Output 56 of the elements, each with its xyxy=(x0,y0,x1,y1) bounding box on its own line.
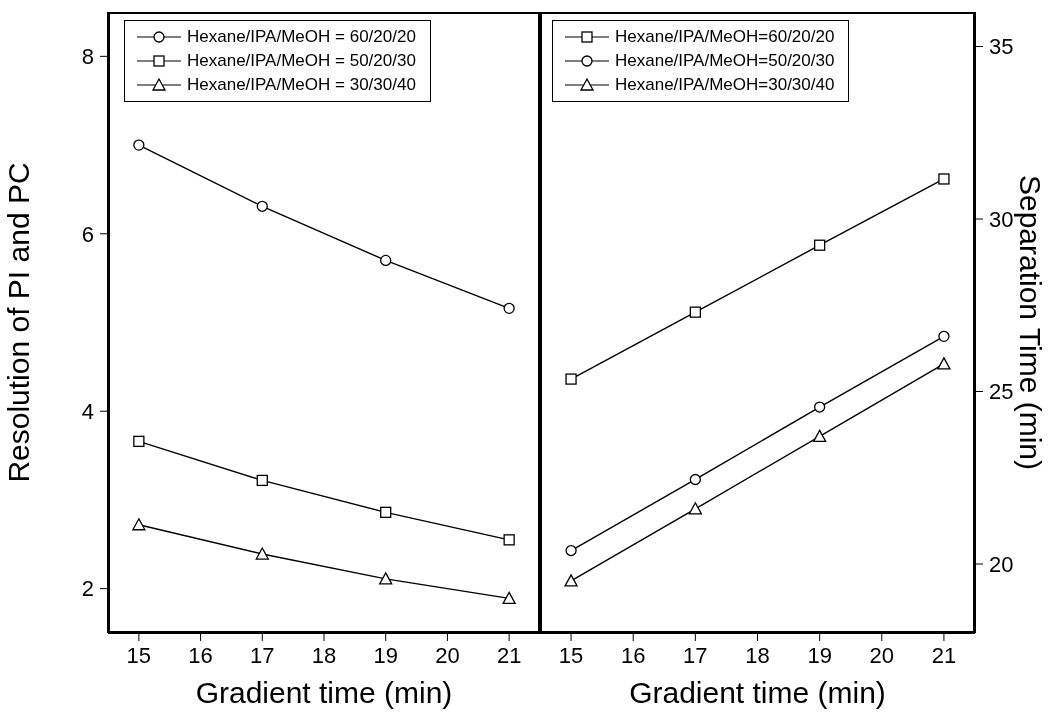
point xyxy=(688,502,703,515)
y-tick-label: 2 xyxy=(81,576,94,602)
y-tick-label: 4 xyxy=(81,399,94,425)
legend-label: Hexane/IPA/MeOH = 60/20/20 xyxy=(187,27,416,47)
y2-axis-title: Separation Time (min) xyxy=(1014,174,1048,471)
x-tick-label: 18 xyxy=(745,642,770,668)
point xyxy=(132,518,146,531)
y-tick-label: 8 xyxy=(81,44,94,70)
point xyxy=(813,239,826,251)
legend-label: Hexane/IPA/MeOH=60/20/20 xyxy=(615,27,835,47)
point xyxy=(133,139,145,151)
legend-label: Hexane/IPA/MeOH=50/20/30 xyxy=(615,51,835,71)
y-tick-label: 6 xyxy=(81,221,94,247)
point xyxy=(256,200,268,212)
x-tick-label: 17 xyxy=(250,642,275,668)
point xyxy=(813,401,826,413)
x-tick-label: 15 xyxy=(126,642,152,668)
x-tick-label: 16 xyxy=(620,642,646,668)
y2-tick-label: 30 xyxy=(989,206,1014,232)
point xyxy=(503,302,515,314)
y2-tick-label: 20 xyxy=(989,551,1014,577)
point xyxy=(380,506,392,518)
x-axis-title: Gradient time (min) xyxy=(629,676,886,709)
point xyxy=(133,435,145,448)
point xyxy=(565,544,577,557)
x-tick-label: 20 xyxy=(435,642,460,668)
point xyxy=(503,534,515,546)
x-tick-label: 20 xyxy=(869,642,895,668)
legend-label: Hexane/IPA/MeOH=30/30/40 xyxy=(615,75,835,95)
point xyxy=(812,429,827,442)
x-tick-label: 21 xyxy=(496,642,522,668)
y-axis-title: Resolution of PI and PC xyxy=(1,162,35,483)
point xyxy=(938,330,950,342)
x-tick-label: 18 xyxy=(311,642,337,668)
point xyxy=(938,173,950,185)
y2-tick-label: 35 xyxy=(989,34,1014,60)
point xyxy=(564,574,578,587)
x-tick-label: 21 xyxy=(931,642,957,668)
y2-tick-label: 25 xyxy=(989,379,1014,405)
point xyxy=(689,306,702,318)
point xyxy=(689,473,702,486)
point xyxy=(255,547,269,560)
legend-label: Hexane/IPA/MeOH = 50/20/30 xyxy=(187,51,416,71)
x-tick-label: 19 xyxy=(373,642,398,668)
point xyxy=(937,357,951,370)
legend-label: Hexane/IPA/MeOH = 30/30/40 xyxy=(187,75,416,95)
x-axis-title: Gradient time (min) xyxy=(195,676,453,709)
x-tick-label: 15 xyxy=(558,642,584,668)
x-tick-label: 16 xyxy=(188,642,213,668)
point xyxy=(565,373,577,385)
point xyxy=(380,254,392,267)
point xyxy=(256,474,268,487)
point xyxy=(379,572,393,585)
x-tick-label: 19 xyxy=(807,642,832,668)
point xyxy=(502,591,516,605)
x-tick-label: 17 xyxy=(683,642,708,668)
